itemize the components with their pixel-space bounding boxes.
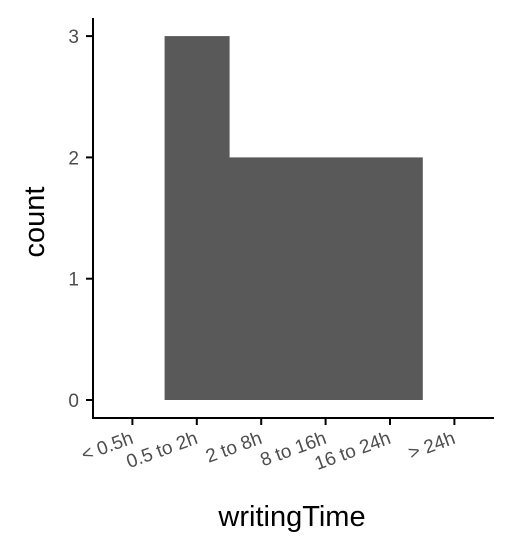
y-tick-label-0: 0 (68, 391, 79, 412)
y-axis-title: count (19, 187, 51, 258)
x-tick-label-2-to-8h: 2 to 8h (203, 428, 265, 468)
x-tick-label-0-5-to-2h: 0.5 to 2h (124, 428, 201, 473)
y-ticks-group: 0 1 2 3 (68, 27, 93, 412)
bars-group (164, 36, 423, 400)
bar-0-5-to-2h (164, 36, 230, 400)
x-tick-label-24h: > 24h (406, 428, 458, 464)
y-tick-label-3: 3 (68, 27, 79, 48)
y-tick-label-1: 1 (68, 270, 79, 291)
y-tick-label-2: 2 (68, 148, 79, 169)
bar-2-to-8h (229, 157, 294, 400)
bar-16-to-24h (357, 157, 423, 400)
x-axis-title: writingTime (217, 501, 365, 533)
bar-8-to-16h (293, 157, 359, 400)
